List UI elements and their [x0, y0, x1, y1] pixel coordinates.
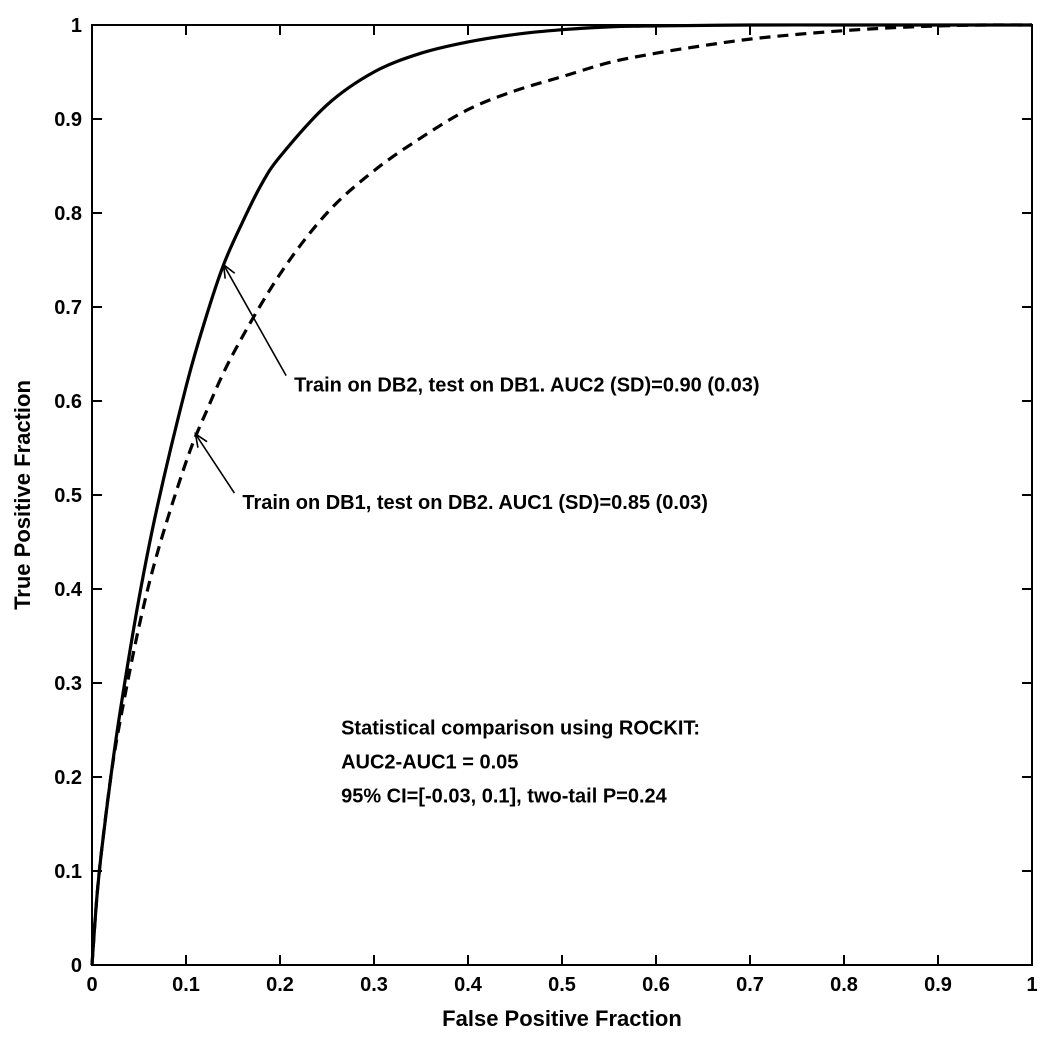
x-tick-label: 0.3 [360, 974, 388, 996]
x-tick-label: 0.4 [454, 974, 483, 996]
annotation-arrow [194, 433, 236, 494]
annotation-arrow [222, 264, 287, 376]
x-tick-label: 0.9 [924, 974, 952, 996]
annotations: Train on DB2, test on DB1. AUC2 (SD)=0.9… [194, 262, 760, 808]
annotation-label: Train on DB1, test on DB2. AUC1 (SD)=0.8… [242, 492, 707, 514]
annotation-label: Train on DB2, test on DB1. AUC2 (SD)=0.9… [294, 375, 759, 397]
roc-curve-dashed [90, 23, 1033, 966]
y-tick-label: 0.6 [54, 391, 82, 413]
stats-line: AUC2-AUC1 = 0.05 [341, 752, 518, 774]
tick-labels: 0 0.1 0.2 0.3 0.4 0.5 0.6 0.7 0.8 0.9 1 0 0.1 0.2 0.3 0… [54, 15, 1037, 996]
x-tick-label: 0.5 [548, 974, 576, 996]
y-axis-label: True Positive Fraction [10, 380, 35, 610]
x-tick-label: 0.8 [830, 974, 858, 996]
x-tick-label: 0.7 [736, 974, 764, 996]
x-tick-label: 0.6 [642, 974, 670, 996]
stats-line: Statistical comparison using ROCKIT: [341, 718, 700, 740]
x-tick-label: 0 [86, 974, 97, 996]
x-tick-label: 1 [1026, 974, 1037, 996]
x-tick-label: 0.2 [266, 974, 294, 996]
plot-area [92, 25, 1032, 965]
y-tick-label: 0.3 [54, 673, 82, 695]
y-tick-label: 0.9 [54, 109, 82, 131]
y-tick-label: 0.1 [54, 861, 82, 883]
y-tick-label: 1 [71, 15, 82, 37]
stats-line: 95% CI=[-0.03, 0.1], two-tail P=0.24 [341, 786, 668, 808]
y-tick-label: 0.4 [54, 579, 83, 601]
annotation-arrowhead [194, 432, 208, 448]
annotation-arrowhead [222, 262, 236, 279]
y-tick-label: 0.2 [54, 767, 82, 789]
y-tick-label: 0.5 [54, 485, 82, 507]
y-tick-label: 0.7 [54, 297, 82, 319]
y-tick-label: 0 [71, 955, 82, 977]
x-tick-label: 0.1 [172, 974, 200, 996]
x-axis-label: False Positive Fraction [442, 1006, 682, 1031]
plot-frame [91, 24, 1033, 966]
y-tick-label: 0.8 [54, 203, 82, 225]
